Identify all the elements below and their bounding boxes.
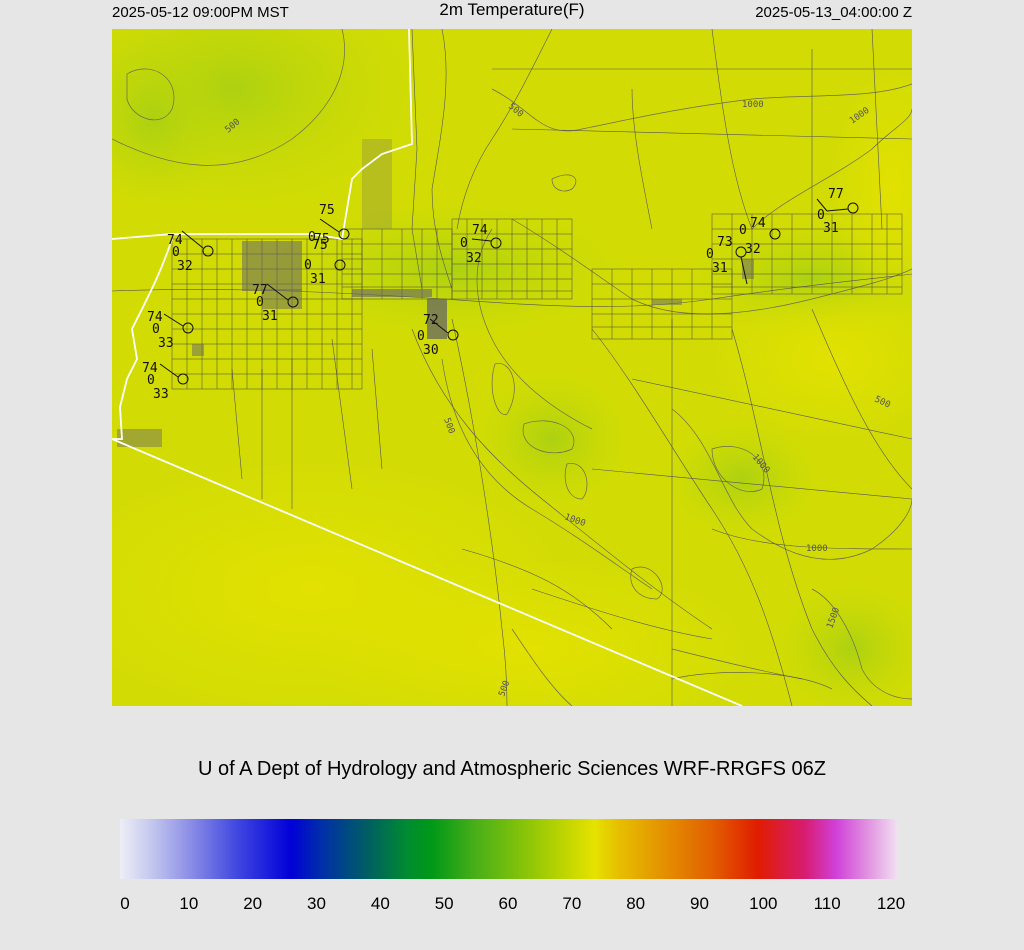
temperature-map: 500 500 500 500 500 1000 1000 1000 1000 … xyxy=(112,29,912,706)
svg-text:0: 0 xyxy=(739,223,747,238)
contour-label: 1000 xyxy=(806,544,828,554)
svg-text:74: 74 xyxy=(167,233,183,248)
station-plot: 740 32 xyxy=(739,216,781,257)
colorbar-tick-label: 60 xyxy=(498,894,518,913)
svg-text:0: 0 xyxy=(308,230,316,245)
svg-text:74: 74 xyxy=(472,223,488,238)
svg-text:75: 75 xyxy=(319,203,335,218)
svg-text:75: 75 xyxy=(312,238,328,253)
colorbar-tick-label: 70 xyxy=(562,894,582,913)
svg-text:72: 72 xyxy=(423,313,439,328)
svg-text:77: 77 xyxy=(828,187,844,202)
colorbar-tick-label: 10 xyxy=(179,894,199,913)
station-plot: 74 032 xyxy=(460,223,502,266)
map-title: 2m Temperature(F) xyxy=(439,0,585,19)
svg-text:73: 73 xyxy=(717,235,733,250)
temperature-colorbar xyxy=(120,819,898,879)
model-credit: U of A Dept of Hydrology and Atmospheric… xyxy=(197,758,827,780)
svg-text:74: 74 xyxy=(750,216,766,231)
colorbar-tick-label: 40 xyxy=(370,894,390,913)
colorbar-tick-label: 0 xyxy=(120,894,130,913)
svg-text:33: 33 xyxy=(153,387,169,402)
svg-text:0: 0 xyxy=(460,236,468,251)
svg-text:31: 31 xyxy=(712,261,728,276)
colorbar-tick-label: 30 xyxy=(307,894,326,913)
valid-time-utc: 2025-05-13_04:00:00 Z xyxy=(755,4,912,21)
svg-text:0: 0 xyxy=(147,373,155,388)
svg-text:32: 32 xyxy=(745,242,761,257)
svg-text:30: 30 xyxy=(423,343,439,358)
svg-text:31: 31 xyxy=(310,272,326,287)
colorbar-tick-label: 80 xyxy=(626,894,646,913)
colorbar-tick-label: 110 xyxy=(813,894,841,913)
colorbar-tick-label: 20 xyxy=(243,894,263,913)
svg-text:31: 31 xyxy=(823,221,839,236)
svg-text:33: 33 xyxy=(158,336,174,351)
colorbar-tick-label: 90 xyxy=(690,894,709,913)
svg-text:0: 0 xyxy=(706,247,714,262)
political-boundaries xyxy=(112,29,743,706)
elevation-contours xyxy=(112,29,912,706)
colorbar-tick-label: 50 xyxy=(434,894,454,913)
urban-grid xyxy=(171,213,903,390)
svg-text:0: 0 xyxy=(817,208,825,223)
colorbar-ticks: 0 10 20 30 40 50 60 70 80 90 100 110 120 xyxy=(0,894,1024,918)
svg-text:0: 0 xyxy=(256,295,264,310)
svg-text:0: 0 xyxy=(417,329,425,344)
svg-text:74: 74 xyxy=(142,361,158,376)
svg-text:74: 74 xyxy=(147,310,163,325)
colorbar-tick-label: 120 xyxy=(876,894,906,913)
contour-label: 1000 xyxy=(742,100,764,110)
svg-text:0: 0 xyxy=(304,258,312,273)
colorbar-tick-label: 100 xyxy=(749,894,778,913)
svg-text:32: 32 xyxy=(177,259,193,274)
svg-text:77: 77 xyxy=(252,283,268,298)
valid-time-local: 2025-05-12 09:00PM MST xyxy=(112,4,289,21)
svg-text:31: 31 xyxy=(262,309,278,324)
urban-areas xyxy=(117,139,754,447)
svg-text:0: 0 xyxy=(172,245,180,260)
svg-text:32: 32 xyxy=(466,251,482,266)
svg-text:75: 75 xyxy=(314,232,330,247)
svg-text:0: 0 xyxy=(152,322,160,337)
